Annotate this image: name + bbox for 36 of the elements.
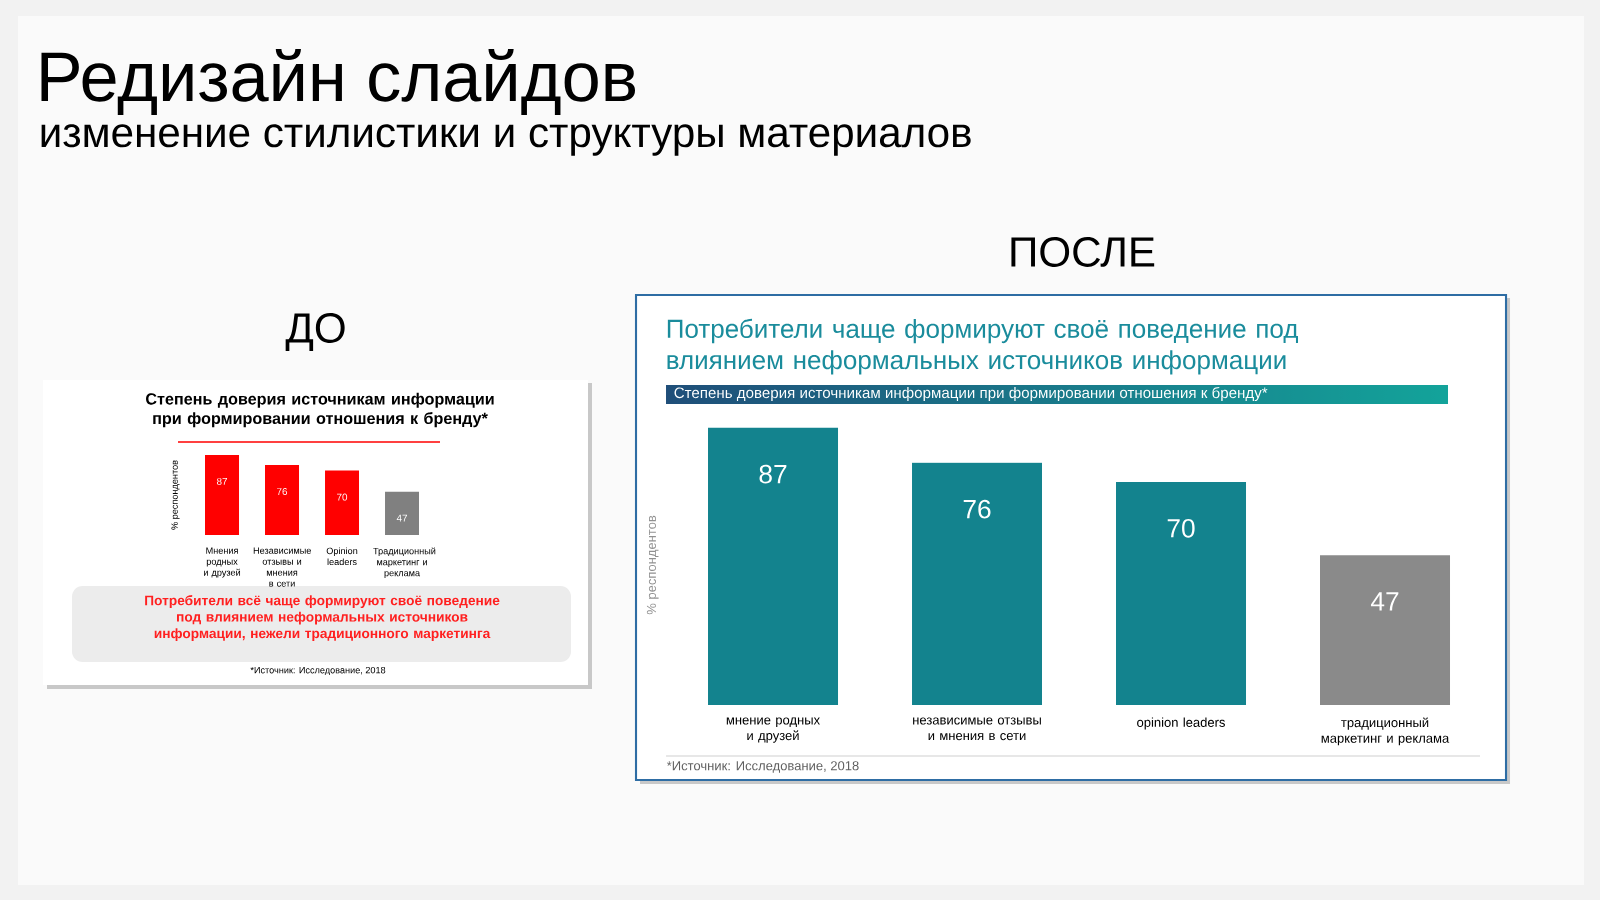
bar bbox=[325, 470, 360, 535]
bar bbox=[265, 465, 300, 535]
text: Редизайн слайдов bbox=[41, 48, 635, 116]
chart-subtitle: Степень доверия источникам информации при формировании отношения к бренду* bbox=[674, 386, 1268, 402]
data-label: 70 bbox=[1167, 518, 1195, 538]
bar bbox=[385, 491, 420, 535]
chart-title: Потребители чаще формируют своё поведение под влиянием неформальных источников информации bbox=[667, 318, 1299, 375]
data-label: 47 bbox=[396, 514, 408, 522]
x-tick-label: Традиционный маркетинг и реклама bbox=[373, 547, 436, 578]
bar bbox=[912, 462, 1043, 705]
data-label: 47 bbox=[1370, 592, 1399, 611]
y-axis-title: % респондентов bbox=[646, 515, 659, 615]
data-label: 70 bbox=[337, 493, 348, 501]
x-tick-label: мнение родных и друзей bbox=[726, 717, 820, 743]
x-tick-label: независимые отзывы и мнения в сети bbox=[913, 717, 1041, 741]
x-tick-label: opinion leaders bbox=[1137, 717, 1225, 730]
data-label: 87 bbox=[216, 477, 228, 485]
text: ПОСЛЕ bbox=[1011, 237, 1155, 267]
x-tick-label: Opinion leaders bbox=[326, 547, 358, 566]
bar bbox=[708, 427, 839, 705]
chart-title: Степень доверия источникам информации при формировании отношения к бренду* bbox=[146, 392, 494, 428]
data-label: 87 bbox=[759, 464, 787, 484]
text: ДО bbox=[285, 313, 345, 351]
data-label: 76 bbox=[277, 488, 288, 496]
x-tick-label: Независимые отзывы и мнения в сети bbox=[253, 547, 311, 587]
text: изменение стилистики и структуры материалов bbox=[41, 124, 971, 156]
bar bbox=[205, 454, 240, 535]
text: *Источник: Исследование, 2018 bbox=[250, 666, 386, 676]
data-label: 76 bbox=[963, 499, 991, 519]
x-tick-label: Мнения родных и друзей bbox=[204, 547, 241, 578]
y-axis-title: % респондентов bbox=[171, 460, 180, 530]
text: *Источник: Исследование, 2018 bbox=[666, 761, 859, 773]
bar bbox=[1116, 481, 1247, 705]
x-tick-label: традиционный маркетинг и реклама bbox=[1321, 717, 1450, 746]
bar bbox=[1320, 555, 1451, 705]
text: Потребители всё чаще формируют своё поведение под влиянием неформальных источников информации, нежели традиционного маркетинга bbox=[145, 595, 500, 641]
